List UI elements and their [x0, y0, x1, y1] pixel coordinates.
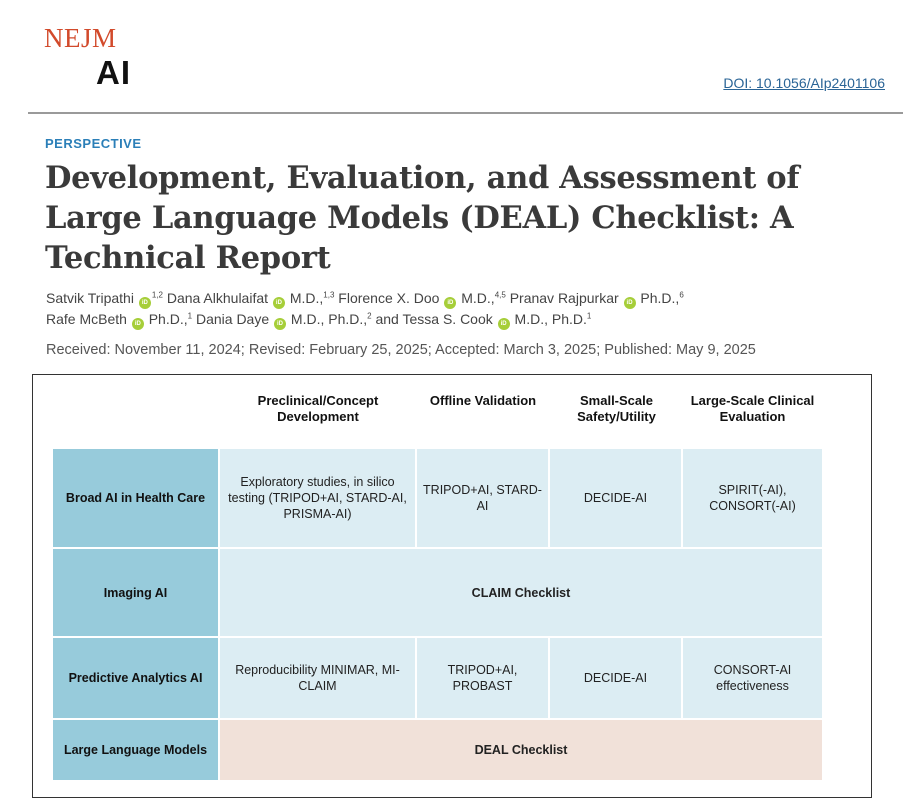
doi-link[interactable]: DOI: 10.1056/AIp2401106: [723, 75, 885, 91]
header-divider: [28, 112, 903, 114]
claim-checklist-cell: CLAIM Checklist: [220, 549, 822, 636]
author-affiliation: 4,5: [494, 290, 506, 300]
author-affiliation: 1: [187, 311, 193, 321]
author-degree: Ph.D.,: [640, 290, 680, 306]
author-affiliation: 1,3: [323, 290, 335, 300]
table-cell: TRIPOD+AI, PROBAST: [417, 638, 548, 718]
table-cell: DECIDE-AI: [550, 449, 681, 547]
author-name[interactable]: Pranav Rajpurkar: [509, 290, 619, 306]
author-degree: M.D.,: [289, 290, 324, 306]
column-header-large-scale: Large-Scale Clinical Evaluation: [690, 393, 815, 424]
table-cell: Reproducibility MINIMAR, MI-CLAIM: [220, 638, 415, 718]
author-affiliation: 1,2: [151, 290, 163, 300]
table-cell: DECIDE-AI: [550, 638, 681, 718]
table-cell: SPIRIT(-AI), CONSORT(-AI): [683, 449, 822, 547]
orcid-icon[interactable]: iD: [497, 318, 510, 330]
table-cell: CONSORT-AI effectiveness: [683, 638, 822, 718]
author-degree: M.D., Ph.D.,: [290, 311, 368, 327]
column-header-offline: Offline Validation: [429, 393, 537, 408]
author-name[interactable]: Tessa S. Cook: [402, 311, 493, 327]
orcid-icon[interactable]: iD: [131, 318, 144, 330]
author-affiliation: 1: [586, 311, 592, 321]
row-header-broad-ai: Broad AI in Health Care: [53, 449, 218, 547]
article-title: Development, Evaluation, and Assessment …: [45, 160, 800, 276]
deal-framework-figure: Preclinical/Concept Development Offline …: [32, 374, 872, 798]
author-name[interactable]: Satvik Tripathi: [46, 290, 134, 306]
row-header-imaging-ai: Imaging AI: [53, 549, 218, 636]
table-cell: TRIPOD+AI, STARD-AI: [417, 449, 548, 547]
orcid-icon[interactable]: iD: [444, 297, 457, 309]
row-header-predictive-ai: Predictive Analytics AI: [53, 638, 218, 718]
publication-dates: Received: November 11, 2024; Revised: Fe…: [46, 342, 756, 358]
author-affiliation: 2: [367, 311, 372, 321]
author-name[interactable]: Florence X. Doo: [338, 290, 440, 306]
author-degree: M.D.,: [461, 290, 495, 306]
article-type-label: PERSPECTIVE: [45, 136, 142, 151]
and-text: and: [375, 311, 399, 327]
row-header-llm: Large Language Models: [53, 720, 218, 780]
logo-nejm-text: NEJM: [44, 23, 117, 53]
author-affiliation: 6: [679, 290, 684, 300]
author-name[interactable]: Rafe McBeth: [46, 311, 127, 327]
author-list: Satvik Tripathi iD1,2 Dana Alkhulaifat i…: [46, 288, 876, 330]
orcid-icon[interactable]: iD: [272, 297, 285, 309]
column-header-small-scale: Small-Scale Safety/Utility: [577, 393, 656, 424]
nejm-ai-logo[interactable]: NEJM AI: [44, 22, 154, 92]
author-degree: Ph.D.,: [148, 311, 188, 327]
orcid-icon[interactable]: iD: [138, 297, 151, 309]
logo-ai-text: AI: [96, 54, 131, 91]
table-cell: Exploratory studies, in silico testing (…: [220, 449, 415, 547]
orcid-icon[interactable]: iD: [623, 297, 636, 309]
author-name[interactable]: Dana Alkhulaifat: [166, 290, 269, 306]
column-header-preclinical: Preclinical/Concept Development: [257, 393, 379, 424]
orcid-icon[interactable]: iD: [274, 318, 287, 330]
author-name[interactable]: Dania Daye: [195, 311, 270, 327]
author-degree: M.D., Ph.D.: [514, 311, 587, 327]
deal-checklist-cell: DEAL Checklist: [220, 720, 822, 780]
